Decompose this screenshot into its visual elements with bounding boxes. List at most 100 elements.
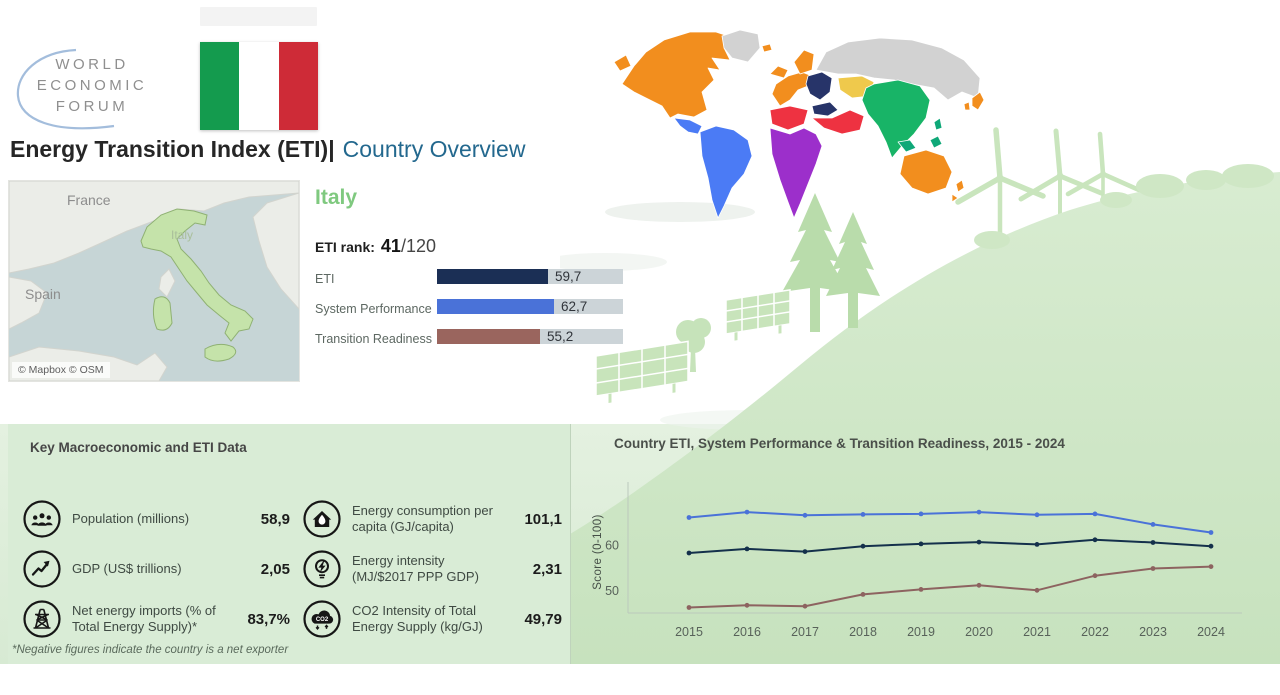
data-point[interactable]: [918, 587, 924, 592]
key-data-footnote: *Negative figures indicate the country i…: [12, 644, 289, 656]
data-point[interactable]: [744, 602, 750, 608]
country-map-panel[interactable]: France Spain Italy © Mapbox © OSM: [8, 180, 300, 382]
x-tick-label: 2018: [849, 625, 877, 639]
page-title-accent: Country Overview: [342, 136, 526, 162]
trend-line-transition-readiness[interactable]: [688, 565, 1212, 609]
gdp-icon: [22, 549, 62, 589]
eti-rank-label: ETI rank:: [315, 239, 375, 255]
data-point[interactable]: [976, 582, 982, 588]
world-region-map[interactable]: [612, 22, 1002, 232]
region-russia: [815, 37, 981, 101]
score-bar-value: 55,2: [547, 329, 574, 344]
score-bar-label: System Performance: [315, 302, 432, 316]
flag-stripe-white: [239, 42, 279, 130]
data-point[interactable]: [1092, 537, 1098, 543]
map-label-france: France: [67, 192, 111, 208]
page-title-main: Energy Transition Index (ETI)|: [10, 136, 335, 162]
map-attribution[interactable]: © Mapbox © OSM: [12, 362, 110, 378]
data-point[interactable]: [686, 550, 692, 556]
region-north-africa: [769, 105, 809, 131]
score-bar-fill[interactable]: [437, 299, 554, 314]
region-central-america: [673, 117, 703, 135]
region-new-zealand-1: [955, 179, 965, 193]
key-data-item: Energy intensity (MJ/$2017 PPP GDP) 2,31: [302, 544, 562, 594]
score-bar-value: 62,7: [561, 299, 588, 314]
country-name: Italy: [315, 186, 358, 209]
data-point[interactable]: [744, 509, 750, 515]
map-country-italy[interactable]: [140, 208, 254, 362]
data-point[interactable]: [1150, 522, 1156, 527]
score-bar-label: Transition Readiness: [315, 332, 432, 346]
data-point[interactable]: [1208, 543, 1214, 549]
data-point[interactable]: [918, 511, 924, 517]
data-point[interactable]: [802, 603, 808, 609]
map-label-spain: Spain: [25, 286, 61, 302]
data-point[interactable]: [1150, 540, 1156, 545]
data-point[interactable]: [860, 512, 866, 517]
x-tick-label: 2016: [733, 625, 761, 639]
eti-rank: ETI rank: 41/120: [315, 236, 436, 257]
score-bar-row[interactable]: ETI 59,7: [315, 268, 645, 298]
region-se-asia-1: [897, 139, 917, 153]
eti-rank-total: /120: [400, 236, 436, 256]
key-data-value: 2,05: [260, 560, 290, 578]
data-point[interactable]: [686, 515, 692, 520]
flag-stripe-red: [278, 42, 318, 130]
trend-line-system-performance[interactable]: [688, 511, 1212, 534]
country-summary: Italy ETI rank: 41/120 ETI 59,7 System Perf…: [315, 186, 645, 356]
italy-sardinia[interactable]: [152, 296, 173, 331]
wef-logo-line-1: WORLD: [55, 56, 129, 73]
data-point[interactable]: [1034, 587, 1040, 593]
score-bar-track: 59,7: [437, 269, 623, 284]
key-data-value: 58,9: [260, 510, 290, 528]
data-point[interactable]: [802, 512, 808, 518]
data-point[interactable]: [976, 509, 982, 515]
data-point[interactable]: [976, 539, 982, 545]
x-tick-label: 2023: [1139, 625, 1167, 639]
score-bar-row[interactable]: Transition Readiness 55,2: [315, 328, 645, 358]
data-point[interactable]: [1208, 564, 1214, 569]
trend-chart-plot[interactable]: 50 60 2015 2016 2017 2018 2019 2020 2021 2022 2023…: [580, 428, 1280, 668]
data-point[interactable]: [1092, 511, 1098, 517]
x-tick-label: 2017: [791, 625, 819, 639]
energy-consumption-icon: [302, 499, 342, 539]
data-point[interactable]: [744, 546, 750, 552]
data-point[interactable]: [1150, 566, 1156, 571]
eti-rank-value: 41: [380, 236, 401, 256]
map-land-spain: [9, 276, 48, 330]
score-bar-row[interactable]: System Performance 62,7: [315, 298, 645, 328]
data-point[interactable]: [686, 605, 692, 610]
region-korea: [963, 101, 971, 111]
data-point[interactable]: [1034, 542, 1040, 547]
data-point[interactable]: [860, 592, 866, 597]
wef-logo-line-2: ECONOMIC: [36, 77, 148, 94]
data-point[interactable]: [918, 541, 924, 547]
region-emerging-asia: [861, 79, 931, 159]
key-data-label: Energy intensity (MJ/$2017 PPP GDP): [352, 553, 479, 584]
key-data-label: Net energy imports (% of Total Energy Su…: [72, 603, 216, 634]
score-bar-fill[interactable]: [437, 329, 540, 344]
trend-line-eti[interactable]: [688, 538, 1212, 554]
x-tick-label: 2022: [1081, 625, 1109, 639]
region-western-europe: [771, 71, 813, 107]
x-tick-label: 2019: [907, 625, 935, 639]
data-point[interactable]: [1208, 530, 1214, 535]
score-bar-fill[interactable]: [437, 269, 548, 284]
y-tick-label: 60: [605, 538, 619, 552]
region-greenland: [721, 29, 761, 63]
x-tick-label: 2021: [1023, 625, 1051, 639]
data-point[interactable]: [802, 549, 808, 554]
italy-mainland[interactable]: [140, 208, 254, 342]
region-new-zealand-2: [951, 193, 959, 203]
data-point[interactable]: [860, 543, 866, 549]
region-sub-saharan-africa: [769, 127, 823, 219]
italy-sicily[interactable]: [204, 343, 237, 362]
country-selector[interactable]: [200, 7, 317, 26]
x-tick-label: 2020: [965, 625, 993, 639]
key-data-label: Population (millions): [72, 511, 190, 526]
data-point[interactable]: [1092, 573, 1098, 579]
data-point[interactable]: [1034, 512, 1040, 518]
region-alaska: [613, 54, 632, 72]
key-data-grid: Population (millions) 58,9 GDP (US$ trilli…: [22, 494, 562, 644]
